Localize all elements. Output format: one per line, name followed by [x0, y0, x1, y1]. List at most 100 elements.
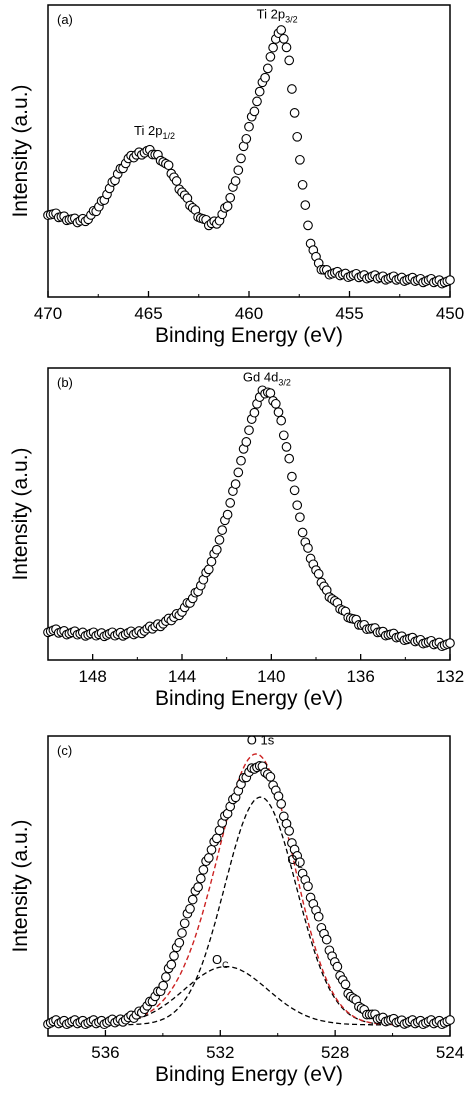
x-tick-label: 132: [436, 667, 464, 686]
data-point: [278, 33, 289, 44]
fit-curve-o-c: [128, 965, 399, 1026]
data-point: [287, 84, 297, 94]
x-tick-label: 528: [321, 1043, 349, 1062]
peak-label: OL: [287, 852, 302, 870]
data-point: [203, 853, 214, 863]
data-point: [206, 556, 217, 567]
y-axis-label: Intensity (a.u.): [9, 447, 32, 580]
data-point: [260, 72, 270, 83]
peak-label: O 1s: [247, 732, 275, 747]
x-tick-label: 532: [206, 1043, 234, 1062]
data-point: [254, 86, 265, 97]
panel-3: 536 532 528 524 Binding Energy (eV) Intensity…: [9, 732, 464, 1086]
data-point: [241, 133, 252, 144]
data-point: [233, 467, 244, 478]
data-point: [295, 154, 305, 165]
data-point: [249, 407, 260, 418]
data-point: [297, 179, 308, 190]
x-tick-label: 455: [335, 304, 363, 323]
panel-2: 148 144 140 136 132 Binding Energy (eV) Intens…: [9, 367, 464, 710]
data-point: [284, 453, 295, 464]
fit-curve-o-l: [128, 796, 399, 1026]
data-point: [193, 882, 203, 892]
data-point: [249, 106, 260, 117]
data-point: [171, 176, 182, 186]
data-point: [276, 799, 287, 809]
panel-1: 470 465 460 455 450 Binding Energy (eV) Intens…: [9, 4, 464, 347]
data-point: [225, 498, 236, 508]
data-point: [292, 131, 303, 142]
data-point: [295, 512, 305, 523]
data-point: [211, 833, 222, 844]
data-point: [206, 844, 217, 855]
data-point: [332, 961, 343, 972]
data-point: [166, 959, 177, 970]
y-axis-label: Intensity (a.u.): [9, 84, 32, 217]
data-point: [230, 479, 241, 489]
x-tick-label: 144: [168, 667, 196, 686]
data-point: [276, 415, 287, 426]
x-tick-label: 140: [257, 667, 285, 686]
data-point: [236, 455, 246, 466]
data-point: [295, 857, 305, 868]
data-point: [198, 864, 209, 875]
data-point: [252, 96, 262, 107]
data-point: [174, 937, 185, 948]
data-point: [273, 407, 284, 418]
data-point: [268, 42, 278, 53]
data-point: [313, 911, 324, 922]
data-point: [281, 442, 292, 452]
data-point: [303, 543, 313, 553]
data-point: [179, 918, 190, 929]
panel-tag: (b): [57, 375, 73, 390]
plot-frame: [47, 4, 451, 298]
peak-label: OC: [212, 952, 229, 970]
data-point: [287, 471, 297, 482]
peak-label: Gd 4d3/2: [243, 370, 291, 388]
data-point: [321, 934, 332, 945]
data-point: [278, 430, 289, 441]
y-axis-label: Intensity (a.u.): [9, 819, 32, 952]
data-point: [236, 153, 246, 164]
x-tick-label: 450: [436, 304, 464, 323]
data-point: [195, 873, 206, 884]
data-point: [289, 108, 300, 118]
data-point: [313, 569, 324, 579]
x-tick-label: 148: [78, 667, 106, 686]
x-tick-label: 465: [134, 304, 162, 323]
x-tick-label: 536: [91, 1043, 119, 1062]
data-point: [284, 826, 295, 836]
data-point: [211, 544, 222, 555]
x-tick-label: 470: [34, 304, 62, 323]
data-point: [241, 437, 252, 447]
data-point: [185, 903, 195, 914]
data-point: [225, 192, 236, 203]
data-point: [281, 42, 292, 53]
data-point: [445, 275, 455, 285]
data-point: [265, 771, 276, 782]
data-point: [284, 55, 295, 66]
plot-frame: [47, 367, 451, 661]
x-tick-label: 524: [436, 1043, 464, 1062]
data-point: [276, 25, 287, 35]
peak-label: Ti 2p1/2: [134, 123, 175, 141]
data-point: [297, 527, 308, 538]
plot-frame: [47, 735, 451, 1037]
data-point: [265, 51, 276, 62]
fit-curve-envelope: [128, 753, 399, 1026]
data-point: [244, 425, 254, 436]
data-point: [222, 509, 233, 520]
data-point: [270, 398, 281, 409]
data-point: [233, 165, 244, 176]
data-point: [161, 972, 171, 982]
data-point: [303, 220, 313, 231]
x-axis-label: Binding Energy (eV): [155, 687, 343, 710]
data-point: [300, 200, 311, 210]
data-point: [217, 525, 228, 535]
data-point: [222, 201, 233, 212]
data-point: [230, 176, 241, 186]
data-point: [292, 500, 303, 511]
data-point: [177, 928, 187, 938]
data-point: [187, 894, 198, 905]
